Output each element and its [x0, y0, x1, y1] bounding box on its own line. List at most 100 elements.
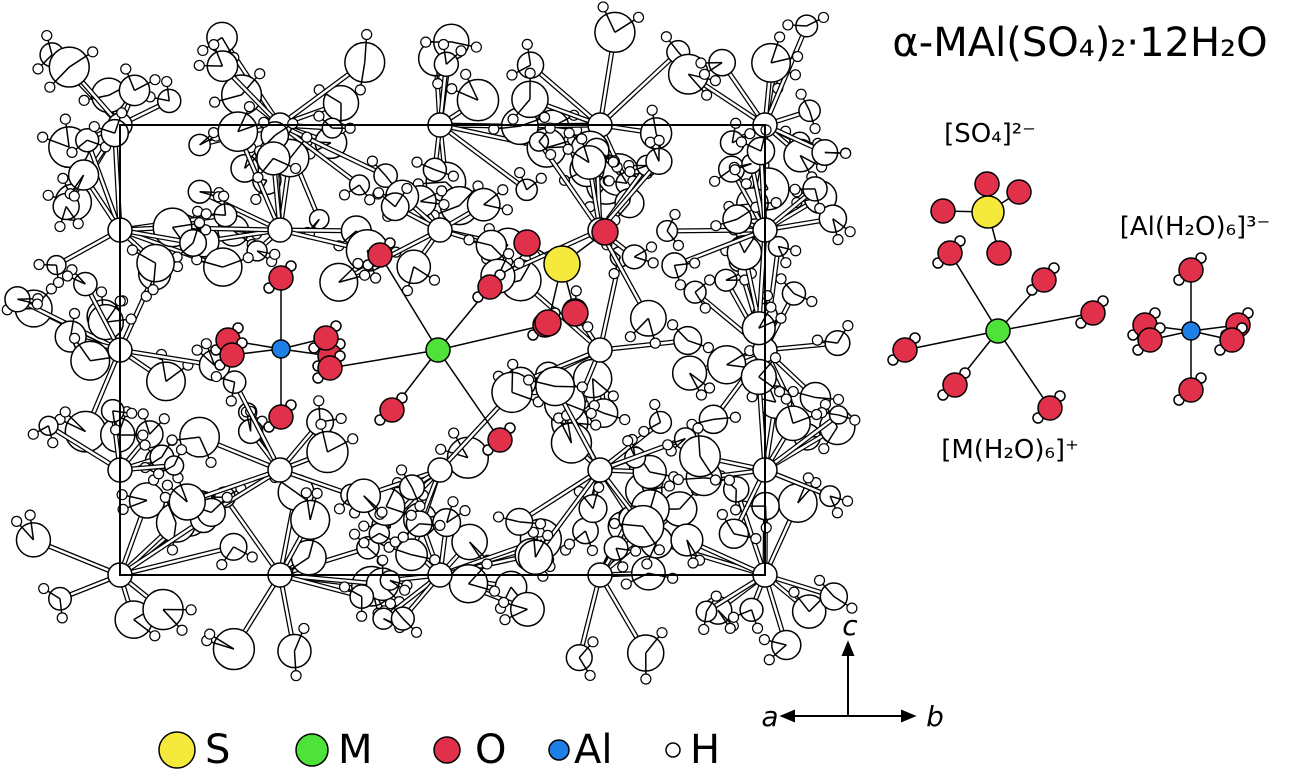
atom [670, 209, 680, 219]
atom [705, 383, 715, 393]
atom [762, 291, 772, 301]
atom [564, 128, 574, 138]
atom [843, 321, 853, 331]
atom [790, 70, 800, 80]
atom [1220, 328, 1244, 352]
atom [301, 488, 311, 498]
atom [38, 132, 48, 142]
atom [336, 413, 346, 423]
atom [761, 125, 771, 135]
atom [673, 475, 683, 485]
atom [39, 584, 49, 594]
atom [353, 258, 363, 268]
atom [69, 191, 79, 201]
atom [167, 435, 177, 445]
atom [25, 510, 35, 520]
atom [268, 218, 292, 242]
atom [211, 372, 221, 382]
legend-swatch [159, 732, 195, 768]
atom [693, 423, 703, 433]
atom [832, 508, 842, 518]
atom [625, 167, 635, 177]
atom [201, 339, 211, 349]
atom [436, 444, 446, 454]
atom [439, 200, 449, 210]
atom [318, 356, 342, 380]
atom [781, 258, 791, 268]
atom [70, 308, 80, 318]
atom [819, 444, 829, 454]
atom [217, 560, 227, 570]
atom [378, 555, 388, 565]
atom [515, 168, 525, 178]
atom [312, 488, 322, 498]
legend-swatch [549, 740, 569, 760]
legend-label: O [475, 727, 506, 772]
atom [421, 37, 431, 47]
atom [194, 218, 204, 228]
atom [641, 674, 651, 684]
atom [588, 637, 598, 647]
atom [775, 32, 785, 42]
atom [803, 473, 813, 483]
atom [430, 555, 440, 565]
atom [812, 335, 822, 345]
atom [154, 469, 164, 479]
atom [608, 157, 618, 167]
atom [314, 396, 324, 406]
legend-label: M [338, 727, 373, 772]
atom [975, 172, 999, 196]
atom [314, 326, 338, 350]
atom [815, 575, 825, 585]
atom [385, 599, 395, 609]
atom [893, 338, 917, 362]
atom [598, 2, 608, 12]
atom [536, 173, 546, 183]
atom [42, 31, 52, 41]
atom [753, 623, 763, 633]
atom [117, 108, 127, 118]
atom [1179, 378, 1203, 402]
atom [439, 39, 449, 49]
atom [210, 97, 220, 107]
atom [148, 285, 158, 295]
axis-arrows [782, 643, 914, 721]
atom [426, 338, 450, 362]
atom [269, 405, 293, 429]
atom [226, 396, 236, 406]
atom [402, 183, 412, 193]
atom [127, 408, 137, 418]
title: α-MAl(SO₄)₂·12H₂O [892, 20, 1267, 66]
atom [620, 415, 630, 425]
atom [448, 497, 458, 507]
atom [843, 496, 853, 506]
atom [117, 490, 127, 500]
atom [205, 629, 215, 639]
atom [412, 157, 422, 167]
atom [604, 536, 628, 560]
atom [711, 221, 721, 231]
atom [736, 137, 746, 147]
m-complex-label: [M(H₂O)₆]⁺ [941, 435, 1079, 465]
atom [244, 102, 254, 112]
atom [621, 579, 631, 589]
atom [126, 314, 136, 324]
atom [374, 188, 384, 198]
atom [524, 375, 534, 385]
atom [397, 465, 407, 475]
atom [57, 613, 67, 623]
atom [987, 241, 1011, 265]
atom [138, 430, 148, 440]
atom [514, 258, 524, 268]
axis-b: b [926, 700, 944, 733]
atom [583, 322, 593, 332]
atom [931, 199, 955, 223]
atom [159, 414, 169, 424]
atom [764, 655, 774, 665]
atom [67, 147, 77, 157]
atom [371, 273, 381, 283]
atom [696, 58, 706, 68]
atom [514, 230, 540, 256]
atom [543, 530, 553, 540]
atom [657, 628, 667, 638]
